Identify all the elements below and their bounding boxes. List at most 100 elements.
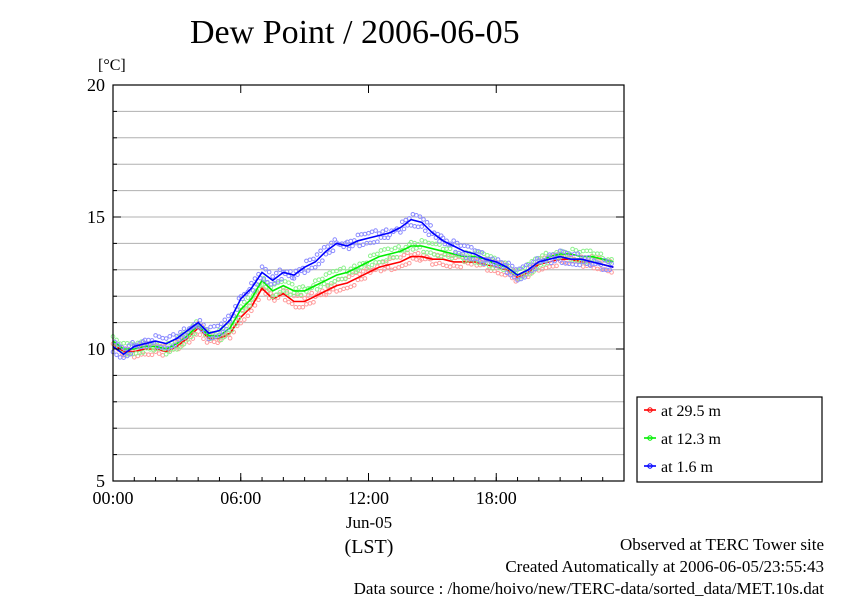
data-point (192, 331, 197, 337)
data-point (247, 303, 252, 308)
data-point (256, 297, 261, 303)
data-point (444, 263, 449, 269)
data-point (490, 266, 496, 271)
data-point (454, 264, 460, 269)
data-point (199, 327, 205, 333)
data-point (421, 217, 426, 222)
data-point (119, 345, 125, 350)
legend-label: at 1.6 m (661, 459, 714, 476)
data-point (213, 334, 219, 339)
data-point (580, 264, 586, 269)
data-point (527, 263, 533, 268)
data-point (417, 214, 423, 219)
legend-label: at 12.3 m (661, 431, 722, 448)
data-point (458, 264, 464, 270)
data-point (446, 254, 451, 259)
data-point (414, 257, 419, 262)
data-point (311, 256, 316, 262)
data-point (389, 247, 394, 253)
data-point (277, 267, 283, 273)
data-point (465, 244, 471, 249)
data-point (114, 352, 119, 358)
data-point (355, 232, 361, 238)
data-point (437, 260, 442, 266)
data-point (422, 228, 428, 234)
data-point (587, 248, 593, 254)
data-point (316, 261, 322, 267)
data-point (323, 251, 329, 257)
data-point (201, 322, 206, 328)
x-axis-label: (LST) (345, 536, 394, 558)
x-tick-label: 18:00 (476, 488, 517, 508)
data-point (245, 295, 251, 300)
data-point (197, 317, 203, 323)
data-point (547, 264, 552, 269)
data-point (343, 276, 348, 281)
x-tick-label: 12:00 (348, 488, 389, 508)
data-point (469, 245, 474, 250)
data-point (144, 344, 150, 349)
data-point (398, 230, 403, 235)
data-point (291, 276, 297, 281)
data-point (522, 275, 527, 280)
data-point (440, 235, 446, 241)
data-point (179, 336, 185, 341)
data-point (325, 282, 330, 288)
legend-box (636, 396, 823, 483)
data-point (357, 271, 362, 277)
data-point (277, 290, 283, 295)
data-point (243, 306, 249, 311)
data-point (430, 262, 435, 267)
data-point (554, 263, 559, 269)
data-point (366, 265, 371, 270)
data-point (325, 244, 330, 249)
data-point (407, 260, 412, 266)
data-point (289, 281, 295, 287)
data-point (249, 280, 254, 286)
data-point (183, 334, 189, 339)
data-point (573, 262, 579, 268)
data-point (263, 266, 268, 272)
data-point (307, 257, 313, 263)
data-point (208, 324, 213, 330)
data-point (316, 277, 322, 283)
data-point (382, 247, 387, 252)
data-point (128, 351, 134, 357)
data-point (220, 329, 226, 335)
data-point (286, 299, 291, 305)
data-point (403, 217, 409, 223)
data-point (236, 315, 242, 321)
data-point (250, 288, 256, 293)
data-point (297, 285, 302, 290)
chart-title: Dew Point / 2006-06-05 (190, 14, 520, 51)
data-point (156, 334, 162, 339)
data-point (224, 326, 229, 332)
data-point (311, 299, 316, 305)
data-point (380, 229, 385, 234)
data-point (378, 268, 384, 274)
series-2 (110, 211, 614, 360)
data-point (451, 263, 456, 268)
data-point (602, 257, 607, 263)
data-point (477, 259, 483, 264)
data-point (169, 344, 174, 350)
data-point (201, 336, 206, 342)
data-point (281, 288, 286, 293)
data-point (140, 350, 146, 355)
data-point (375, 239, 380, 245)
data-point (172, 342, 178, 348)
data-point (178, 344, 183, 350)
data-point (211, 324, 217, 329)
data-point (532, 266, 538, 272)
data-point (469, 262, 474, 267)
data-point (320, 276, 325, 282)
data-point (222, 334, 228, 339)
data-point (263, 284, 268, 290)
data-point (238, 320, 244, 326)
data-point (163, 336, 169, 341)
data-point (536, 255, 542, 261)
data-point (323, 292, 329, 298)
data-point (309, 265, 315, 271)
data-point (318, 248, 323, 254)
data-point (506, 260, 511, 266)
